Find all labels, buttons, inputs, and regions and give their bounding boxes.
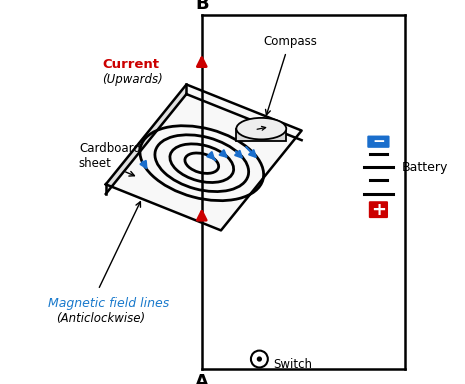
Bar xyxy=(236,129,286,141)
Text: Cardboard: Cardboard xyxy=(79,142,141,155)
Text: Compass: Compass xyxy=(263,35,317,48)
Text: (Anticlockwise): (Anticlockwise) xyxy=(56,312,145,325)
Text: Current: Current xyxy=(102,58,159,71)
Text: (Upwards): (Upwards) xyxy=(102,73,163,86)
Text: Battery: Battery xyxy=(401,161,448,174)
Text: A: A xyxy=(195,373,209,384)
FancyBboxPatch shape xyxy=(367,136,390,148)
FancyBboxPatch shape xyxy=(369,201,388,218)
Polygon shape xyxy=(106,84,302,230)
Text: +: + xyxy=(371,201,386,218)
Polygon shape xyxy=(106,84,186,194)
Text: −: − xyxy=(372,134,385,149)
Circle shape xyxy=(258,357,261,361)
Text: sheet: sheet xyxy=(79,157,112,170)
Ellipse shape xyxy=(236,118,286,139)
Text: B: B xyxy=(195,0,209,13)
Text: Magnetic field lines: Magnetic field lines xyxy=(48,297,169,310)
Text: Switch: Switch xyxy=(273,358,312,371)
